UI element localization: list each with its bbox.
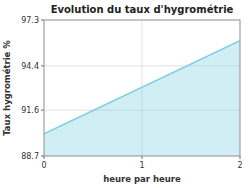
x-axis-label: heure par heure <box>103 174 181 184</box>
plot-frame <box>44 20 240 156</box>
tick-label-y: 97.3 <box>21 16 39 25</box>
axes: 88.7 91.6 94.4 97.3 0 1 2 <box>21 16 242 170</box>
area-line <box>44 41 240 134</box>
plot-area <box>44 41 240 156</box>
grid <box>44 20 240 156</box>
tick-label-x: 2 <box>237 161 242 170</box>
tick-label-x: 0 <box>41 161 46 170</box>
area-fill <box>44 41 240 156</box>
tick-label-y: 88.7 <box>21 152 39 161</box>
title: Evolution du taux d'hygrométrie <box>51 4 234 15</box>
chart-container: 88.7 91.6 94.4 97.3 0 1 2 Evolution du taux d'h… <box>0 0 250 188</box>
tick-label-y: 91.6 <box>21 106 39 115</box>
tick-label-y: 94.4 <box>21 62 39 71</box>
chart-svg: 88.7 91.6 94.4 97.3 0 1 2 Evolution du taux d'h… <box>0 0 250 188</box>
y-axis-label: Taux hygrométrie % <box>2 40 12 136</box>
tick-label-x: 1 <box>139 161 144 170</box>
